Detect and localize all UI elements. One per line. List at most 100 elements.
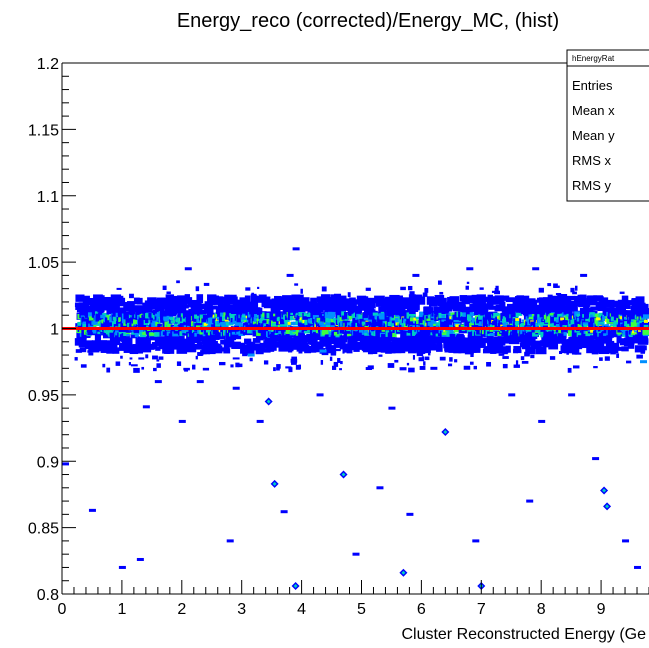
- band-cell: [479, 303, 489, 309]
- band-cell: [220, 321, 228, 326]
- band-cell: [449, 296, 460, 305]
- band-cell: [212, 318, 218, 324]
- stats-row: RMS x: [572, 153, 612, 168]
- band-cell: [273, 313, 277, 317]
- band-cell: [635, 296, 645, 305]
- band-cell: [530, 354, 535, 359]
- band-cell: [162, 300, 172, 308]
- band-cell: [599, 323, 603, 326]
- band-cell: [394, 359, 399, 363]
- band-cell: [333, 293, 342, 303]
- outlier-cell: [232, 386, 240, 390]
- plot-area: [61, 62, 649, 595]
- band-cell: [515, 319, 519, 325]
- band-cell: [179, 332, 185, 337]
- band-cell: [128, 362, 131, 366]
- band-cell: [353, 336, 364, 342]
- band-cell: [597, 303, 605, 308]
- band-cell: [254, 314, 260, 318]
- band-cell: [593, 295, 603, 302]
- band-cell: [322, 324, 330, 329]
- band-cell: [644, 319, 649, 323]
- band-cell: [339, 329, 348, 334]
- band-cell: [622, 295, 628, 302]
- outlier-cell: [472, 539, 480, 543]
- outlier-cell: [196, 380, 204, 384]
- band-cell: [474, 321, 483, 330]
- band-cell: [346, 345, 353, 354]
- band-cell: [488, 305, 498, 310]
- band-cell: [199, 314, 206, 319]
- band-cell: [203, 322, 208, 326]
- band-cell: [510, 314, 518, 319]
- band-cell: [312, 315, 321, 320]
- band-cell: [470, 343, 481, 351]
- band-cell: [426, 318, 435, 321]
- band-cell: [293, 309, 299, 316]
- band-cell: [152, 320, 158, 324]
- band-cell: [140, 346, 152, 353]
- band-cell: [276, 368, 280, 371]
- band-cell: [553, 313, 559, 321]
- band-cell: [606, 341, 614, 348]
- band-cell: [234, 320, 243, 326]
- band-cell: [449, 324, 454, 328]
- band-cell: [158, 356, 164, 360]
- band-cell: [321, 286, 327, 292]
- band-cell: [564, 297, 572, 304]
- band-cell: [300, 288, 303, 294]
- band-cell: [335, 309, 346, 319]
- band-cell: [474, 335, 483, 344]
- outlier-cell: [154, 380, 162, 384]
- band-cell: [455, 327, 460, 333]
- band-cell: [481, 337, 488, 343]
- y-tick-label: 1.05: [28, 255, 59, 272]
- band-cell: [124, 344, 132, 353]
- band-cell: [321, 329, 330, 336]
- outlier-cell: [142, 405, 150, 409]
- band-cell: [98, 310, 104, 315]
- outlier-cell: [592, 457, 600, 461]
- band-cell: [642, 334, 649, 337]
- band-cell: [118, 342, 125, 351]
- y-tick-label: 1.1: [37, 189, 59, 206]
- band-cell: [381, 334, 390, 341]
- band-cell: [471, 294, 479, 304]
- band-cell: [604, 336, 611, 343]
- band-cell: [423, 310, 432, 320]
- outlier-core: [266, 399, 271, 404]
- outlier-cell: [526, 499, 534, 503]
- band-cell: [86, 297, 98, 306]
- stats-box: hEnergyRat Entries Mean x Mean y RMS x RMS y: [566, 49, 649, 202]
- outlier-cell: [247, 353, 255, 357]
- band-cell: [161, 338, 172, 346]
- band-cell: [155, 322, 161, 326]
- outlier-cell: [61, 462, 69, 466]
- band-cell: [532, 332, 539, 337]
- band-cell: [406, 332, 413, 336]
- band-cell: [577, 324, 583, 329]
- band-cell: [463, 365, 471, 370]
- band-cell: [576, 337, 584, 347]
- band-cell: [111, 303, 120, 311]
- band-cell: [181, 328, 189, 334]
- band-cell: [291, 362, 297, 365]
- band-cell: [643, 314, 649, 319]
- band-cell: [520, 356, 525, 361]
- band-cell: [461, 316, 472, 323]
- band-cell: [88, 316, 96, 321]
- band-cell: [156, 359, 160, 362]
- band-cell: [285, 328, 294, 334]
- band-cell: [494, 290, 500, 295]
- band-cell: [182, 311, 193, 319]
- band-cell: [549, 307, 557, 316]
- band-cell: [132, 307, 142, 312]
- band-cell: [123, 337, 133, 346]
- band-cell: [155, 346, 161, 351]
- band-cell: [216, 333, 225, 339]
- band-cell: [219, 297, 229, 304]
- band-cell: [340, 360, 343, 365]
- outlier-cell: [316, 393, 324, 397]
- band-cell: [164, 321, 170, 328]
- band-cell: [154, 332, 162, 337]
